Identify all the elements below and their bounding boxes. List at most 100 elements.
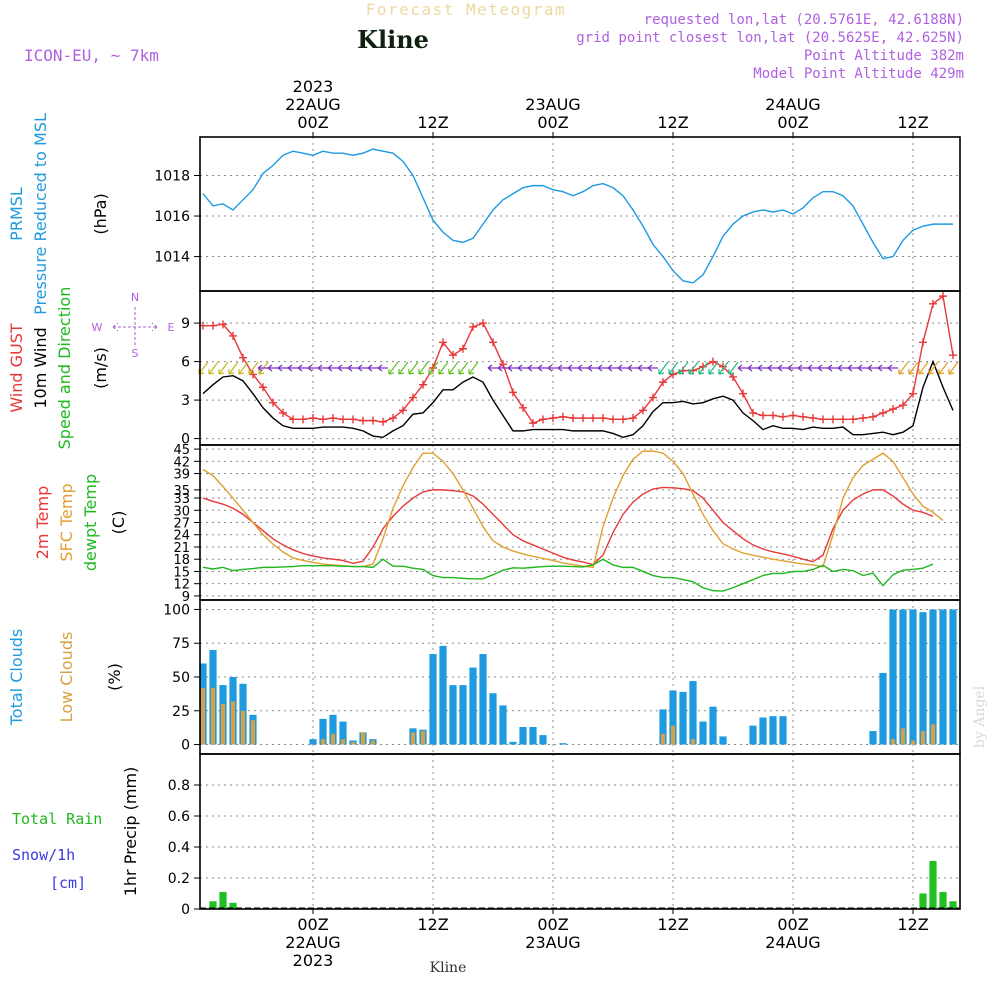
time-label-bottom: 00Z [777,915,808,934]
wind-direction-arrow [277,364,288,372]
wind-ylabel: Speed and Direction [55,287,74,450]
wind-direction-arrow [908,361,919,375]
wind-direction-arrow [887,364,898,372]
wind-direction-arrow [737,364,748,372]
wind-direction-arrow [587,364,598,372]
precip-ytick-label: 0.2 [168,871,190,887]
wind-gust-marker [839,415,847,424]
clouds-bar [339,721,347,745]
clouds-bar [319,718,327,745]
clouds-bar [889,609,897,745]
wind-direction-arrow [337,364,348,372]
temperature-ytick-label: 9 [182,590,190,605]
wind-direction-arrow [438,361,449,375]
wind-direction-arrow [607,364,618,372]
clouds-bar [879,672,887,745]
clouds-bar [371,740,375,745]
wind-gust-marker [549,414,557,423]
wind-gust-marker [639,406,647,415]
wind-direction-arrow [347,364,358,372]
wind-direction-arrow [297,364,308,372]
wind-gust-marker [339,415,347,424]
wind-gust-marker [709,357,717,366]
clouds-ylabel: Total Clouds [7,629,26,727]
temperature-ytick-label: 39 [173,468,190,483]
wind-gust-marker [829,415,837,424]
time-label-bottom: 24AUG [765,933,820,952]
clouds-bar [469,667,477,745]
precip-bar [209,901,217,909]
wind-gust-marker [799,412,807,421]
wind-gust-marker [509,388,517,397]
wind-ytick-label: 6 [181,355,190,371]
precip-ytick-label: 0.4 [168,840,190,856]
clouds-bar [909,609,917,745]
wind-gust-marker [879,408,887,417]
wind-gust-marker [949,351,957,360]
wind-direction-arrow [388,361,399,375]
wind-direction-arrow [377,364,388,372]
wind-gust-marker [439,338,447,347]
wind-direction-arrow [757,364,768,372]
wind-direction-arrow [688,361,699,375]
compass-s: S [132,347,139,360]
clouds-bar [231,701,235,745]
time-label-bottom: 00Z [297,915,328,934]
clouds-ytick-label: 50 [172,670,190,686]
clouds-bar [221,704,225,745]
compass-w: W [92,321,103,334]
clouds-bar [919,612,927,745]
clouds-bar [429,654,437,745]
wind-gust-marker [369,416,377,425]
clouds-bar [201,687,205,745]
clouds-bar [939,609,947,745]
temperature-ytick-label: 30 [173,504,190,519]
time-label-top: 24AUG [765,95,820,114]
temperature-ytick-label: 24 [173,529,190,544]
requested-coords: requested lon,lat (20.5761E, 42.6188N) [644,12,964,28]
temperature-ylabel: 2m Temp [33,486,52,560]
clouds-ylabel: Low Clouds [57,632,76,723]
wind-gust-marker [909,389,917,398]
clouds-bar [449,685,457,745]
precip-bar [229,902,237,909]
wind-gust-marker [489,338,497,347]
wind-gust-marker [819,415,827,424]
wind-direction-arrow [507,364,518,372]
precip-bar [939,891,947,909]
wind-direction-arrow [647,364,658,372]
wind-direction-arrow [527,364,538,372]
wind-gust-marker [789,411,797,420]
time-label-top: 00Z [777,113,808,132]
wind-direction-arrow [367,364,378,372]
wind-direction-arrow [938,361,949,375]
clouds-bar [949,609,957,745]
wind-gust-marker [359,416,367,425]
wind-gust-marker [609,415,617,424]
wind-direction-arrow [928,361,939,375]
wind-direction-arrow [658,361,669,375]
precip-ytick-label: 0 [181,902,190,918]
wind-gust-marker [749,408,757,417]
location-title: Kline [357,25,429,54]
clouds-bar [499,705,507,745]
clouds-bar [709,706,717,745]
wind-gust-marker [229,331,237,340]
wind-direction-arrow [787,364,798,372]
wind-direction-arrow [537,364,548,372]
clouds-bar [899,609,907,745]
clouds-bar [669,690,677,745]
wind-direction-arrow [918,361,929,375]
temperature-ytick-label: 35 [173,484,190,499]
wind-gust-marker [269,398,277,407]
temperature-ytick-label: 45 [173,443,190,458]
wind-gust-marker [779,412,787,421]
wind-ylabel: 10m Wind [31,327,50,408]
wind-direction-arrow [287,364,298,372]
clouds-unit: (%) [105,663,124,691]
precip-bar [219,891,227,909]
wind-direction-arrow [458,361,469,375]
wind-gust-marker [659,378,667,387]
wind-gust-marker [619,415,627,424]
